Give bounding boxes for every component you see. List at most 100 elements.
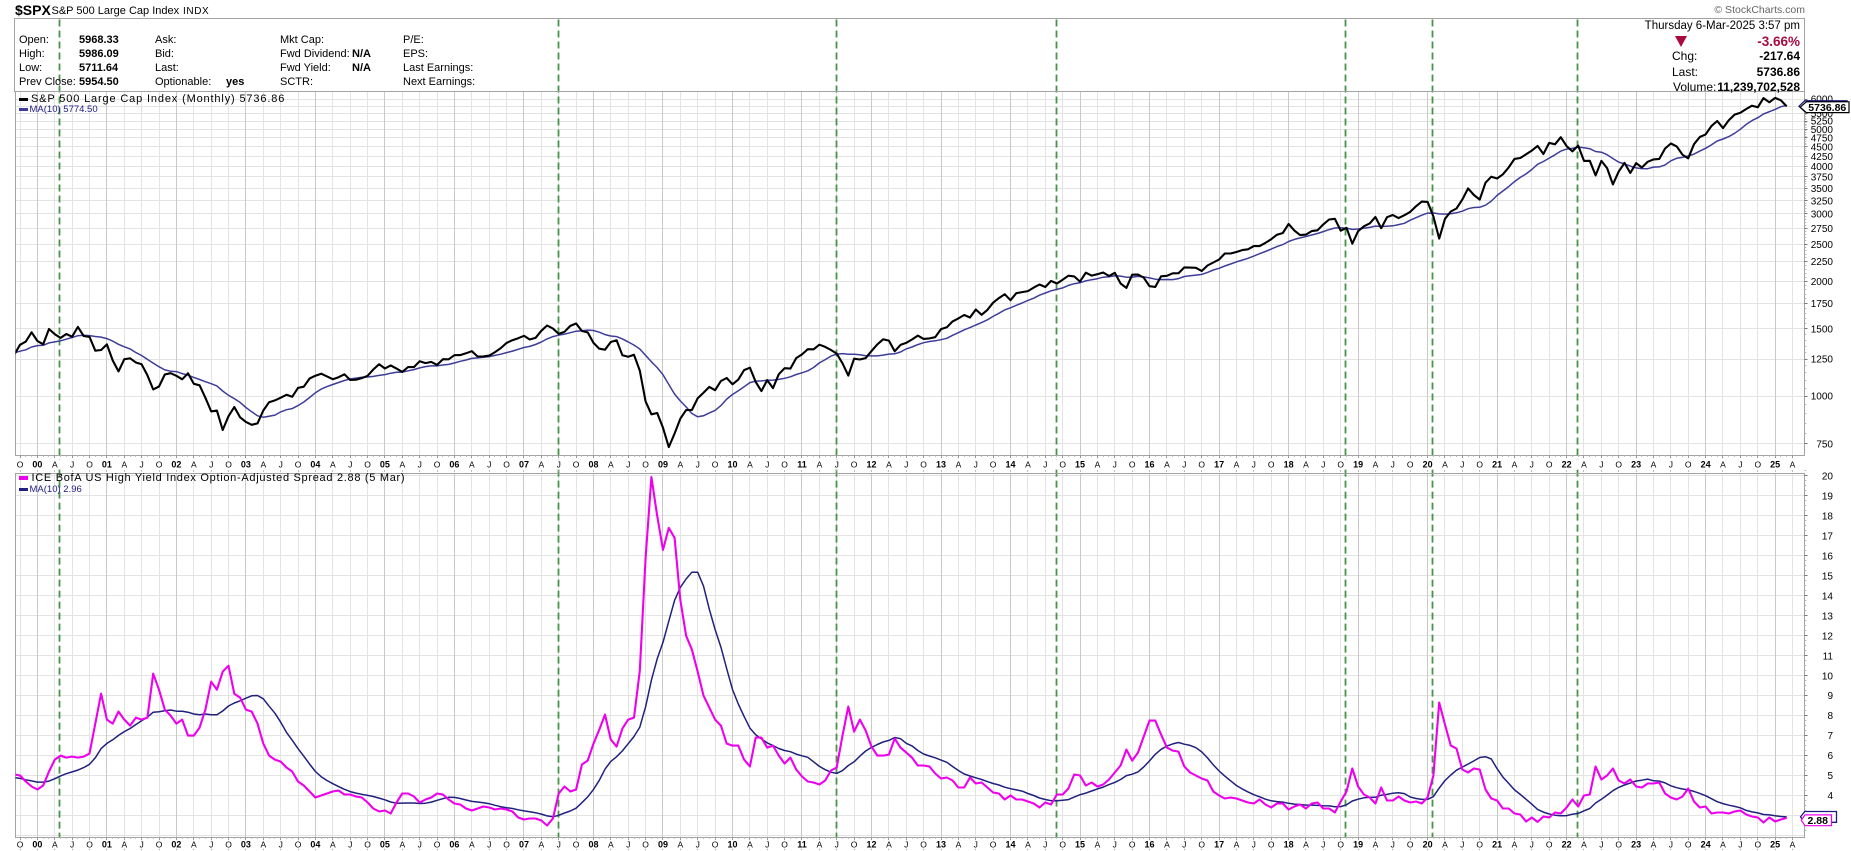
svg-text:09: 09	[658, 840, 668, 850]
svg-text:3750: 3750	[1811, 173, 1834, 184]
svg-text:10: 10	[727, 460, 737, 470]
svg-text:J: J	[696, 460, 700, 470]
svg-text:00: 00	[32, 840, 42, 850]
svg-text:25: 25	[1770, 460, 1780, 470]
svg-text:J: J	[1321, 840, 1325, 850]
svg-text:O: O	[1198, 460, 1205, 470]
svg-text:O: O	[642, 460, 649, 470]
svg-text:O: O	[851, 840, 858, 850]
svg-text:A: A	[52, 460, 58, 470]
svg-text:O: O	[1059, 840, 1066, 850]
svg-text:10: 10	[1822, 671, 1834, 682]
svg-text:05: 05	[380, 840, 390, 850]
svg-text:13: 13	[936, 460, 946, 470]
svg-text:20: 20	[1822, 472, 1834, 483]
svg-text:5: 5	[1827, 771, 1833, 782]
svg-text:12: 12	[866, 840, 876, 850]
svg-text:J: J	[765, 460, 769, 470]
svg-text:4000: 4000	[1811, 162, 1834, 173]
svg-text:A: A	[608, 840, 614, 850]
svg-text:A: A	[747, 840, 753, 850]
svg-text:A: A	[1720, 840, 1726, 850]
svg-text:J: J	[487, 460, 491, 470]
svg-text:O: O	[434, 840, 441, 850]
svg-text:O: O	[1407, 840, 1414, 850]
svg-text:A: A	[260, 460, 266, 470]
svg-text:02: 02	[171, 460, 181, 470]
svg-text:O: O	[1754, 840, 1761, 850]
svg-text:1500: 1500	[1811, 325, 1834, 336]
svg-text:03: 03	[241, 460, 251, 470]
svg-text:A: A	[608, 460, 614, 470]
svg-text:A: A	[121, 840, 127, 850]
svg-text:A: A	[1095, 460, 1101, 470]
svg-text:J: J	[1182, 840, 1186, 850]
svg-text:14: 14	[1822, 591, 1834, 602]
svg-text:17: 17	[1822, 532, 1834, 543]
svg-text:O: O	[1337, 460, 1344, 470]
svg-text:O: O	[1476, 460, 1483, 470]
svg-text:J: J	[1530, 460, 1534, 470]
svg-text:J: J	[418, 460, 422, 470]
svg-text:A: A	[1720, 460, 1726, 470]
svg-text:J: J	[139, 840, 143, 850]
svg-text:A: A	[1581, 840, 1587, 850]
svg-text:O: O	[573, 460, 580, 470]
svg-text:J: J	[974, 840, 978, 850]
svg-text:A: A	[538, 460, 544, 470]
svg-text:J: J	[1043, 840, 1047, 850]
svg-text:A: A	[260, 840, 266, 850]
svg-text:O: O	[990, 840, 997, 850]
svg-text:15: 15	[1822, 571, 1834, 582]
svg-text:O: O	[434, 460, 441, 470]
svg-text:08: 08	[588, 840, 598, 850]
svg-text:24: 24	[1701, 460, 1711, 470]
svg-text:18: 18	[1822, 512, 1834, 523]
svg-text:O: O	[1685, 460, 1692, 470]
svg-text:A: A	[1373, 460, 1379, 470]
svg-text:O: O	[295, 840, 302, 850]
svg-text:17: 17	[1214, 840, 1224, 850]
svg-text:O: O	[920, 460, 927, 470]
svg-text:J: J	[1460, 840, 1464, 850]
svg-text:J: J	[626, 460, 630, 470]
svg-text:J: J	[1182, 460, 1186, 470]
svg-text:J: J	[348, 840, 352, 850]
svg-text:00: 00	[32, 460, 42, 470]
svg-text:A: A	[1164, 460, 1170, 470]
svg-text:J: J	[1113, 460, 1117, 470]
svg-text:O: O	[503, 840, 510, 850]
svg-text:23: 23	[1631, 840, 1641, 850]
svg-text:J: J	[835, 460, 839, 470]
svg-text:O: O	[712, 460, 719, 470]
svg-text:2250: 2250	[1811, 257, 1834, 268]
svg-text:12: 12	[866, 460, 876, 470]
svg-text:4750: 4750	[1811, 133, 1834, 144]
svg-text:O: O	[1198, 840, 1205, 850]
svg-text:22: 22	[1562, 840, 1572, 850]
svg-text:15: 15	[1075, 840, 1085, 850]
svg-text:A: A	[956, 840, 962, 850]
svg-text:O: O	[1754, 460, 1761, 470]
svg-text:13: 13	[1822, 611, 1834, 622]
svg-text:18: 18	[1284, 460, 1294, 470]
svg-text:O: O	[1129, 460, 1136, 470]
svg-text:O: O	[225, 460, 232, 470]
svg-text:J: J	[1391, 460, 1395, 470]
svg-text:04: 04	[310, 460, 320, 470]
svg-text:J: J	[1460, 460, 1464, 470]
svg-text:20: 20	[1423, 840, 1433, 850]
svg-text:23: 23	[1631, 460, 1641, 470]
svg-text:J: J	[696, 840, 700, 850]
svg-text:O: O	[364, 460, 371, 470]
svg-text:2750: 2750	[1811, 224, 1834, 235]
svg-text:A: A	[52, 840, 58, 850]
svg-text:3500: 3500	[1811, 184, 1834, 195]
svg-text:J: J	[139, 460, 143, 470]
svg-text:19: 19	[1822, 492, 1834, 503]
svg-text:J: J	[418, 840, 422, 850]
svg-text:O: O	[1476, 840, 1483, 850]
svg-text:A: A	[469, 840, 475, 850]
svg-text:21: 21	[1492, 840, 1502, 850]
svg-text:05: 05	[380, 460, 390, 470]
